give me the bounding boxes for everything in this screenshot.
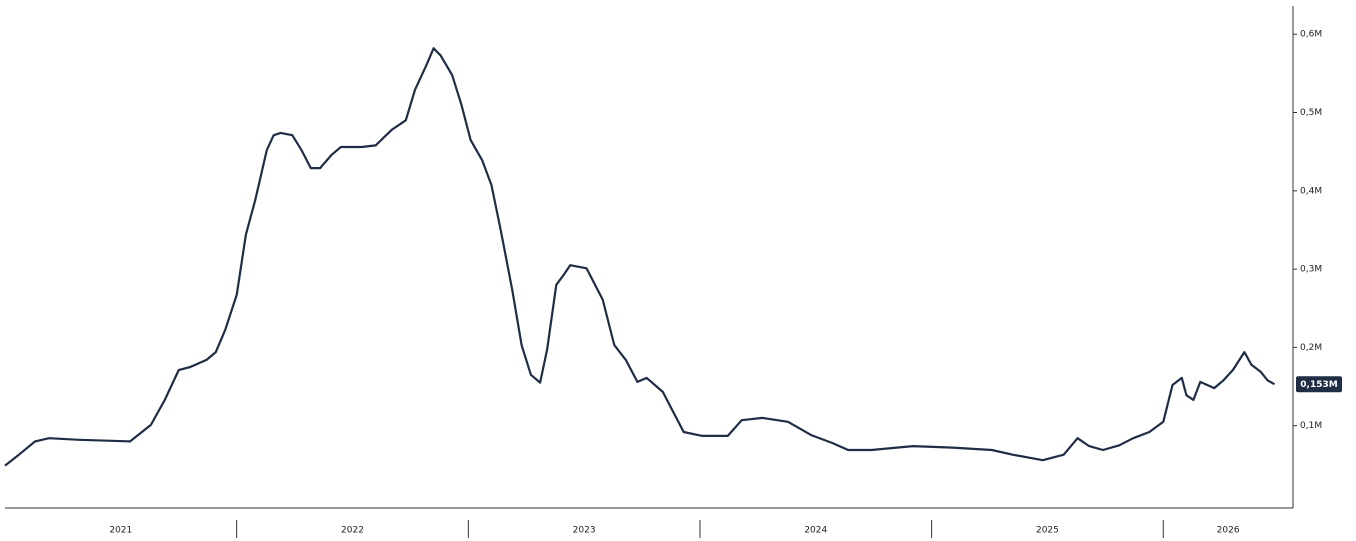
- line: [4, 47, 1276, 467]
- y-tick-label: 0,3M: [1300, 265, 1322, 275]
- last-value-box: [1296, 376, 1342, 393]
- x-tick-label: 2022: [341, 526, 364, 536]
- y-tick-label: 0,4M: [1300, 186, 1322, 196]
- y-tick-label: 0,6M: [1300, 30, 1322, 40]
- x-tick-label: 2025: [1036, 526, 1059, 536]
- x-tick-label: 2021: [109, 526, 132, 536]
- last-value-label: 0,153M: [1300, 380, 1337, 390]
- x-tick-label: 2023: [573, 526, 596, 536]
- y-tick-label: 0,5M: [1300, 108, 1322, 118]
- y-tick-label: 0,1M: [1300, 421, 1322, 431]
- y-tick-label: 0,2M: [1300, 343, 1322, 353]
- x-tick-label: 2026: [1217, 526, 1240, 536]
- x-tick-label: 2024: [804, 526, 827, 536]
